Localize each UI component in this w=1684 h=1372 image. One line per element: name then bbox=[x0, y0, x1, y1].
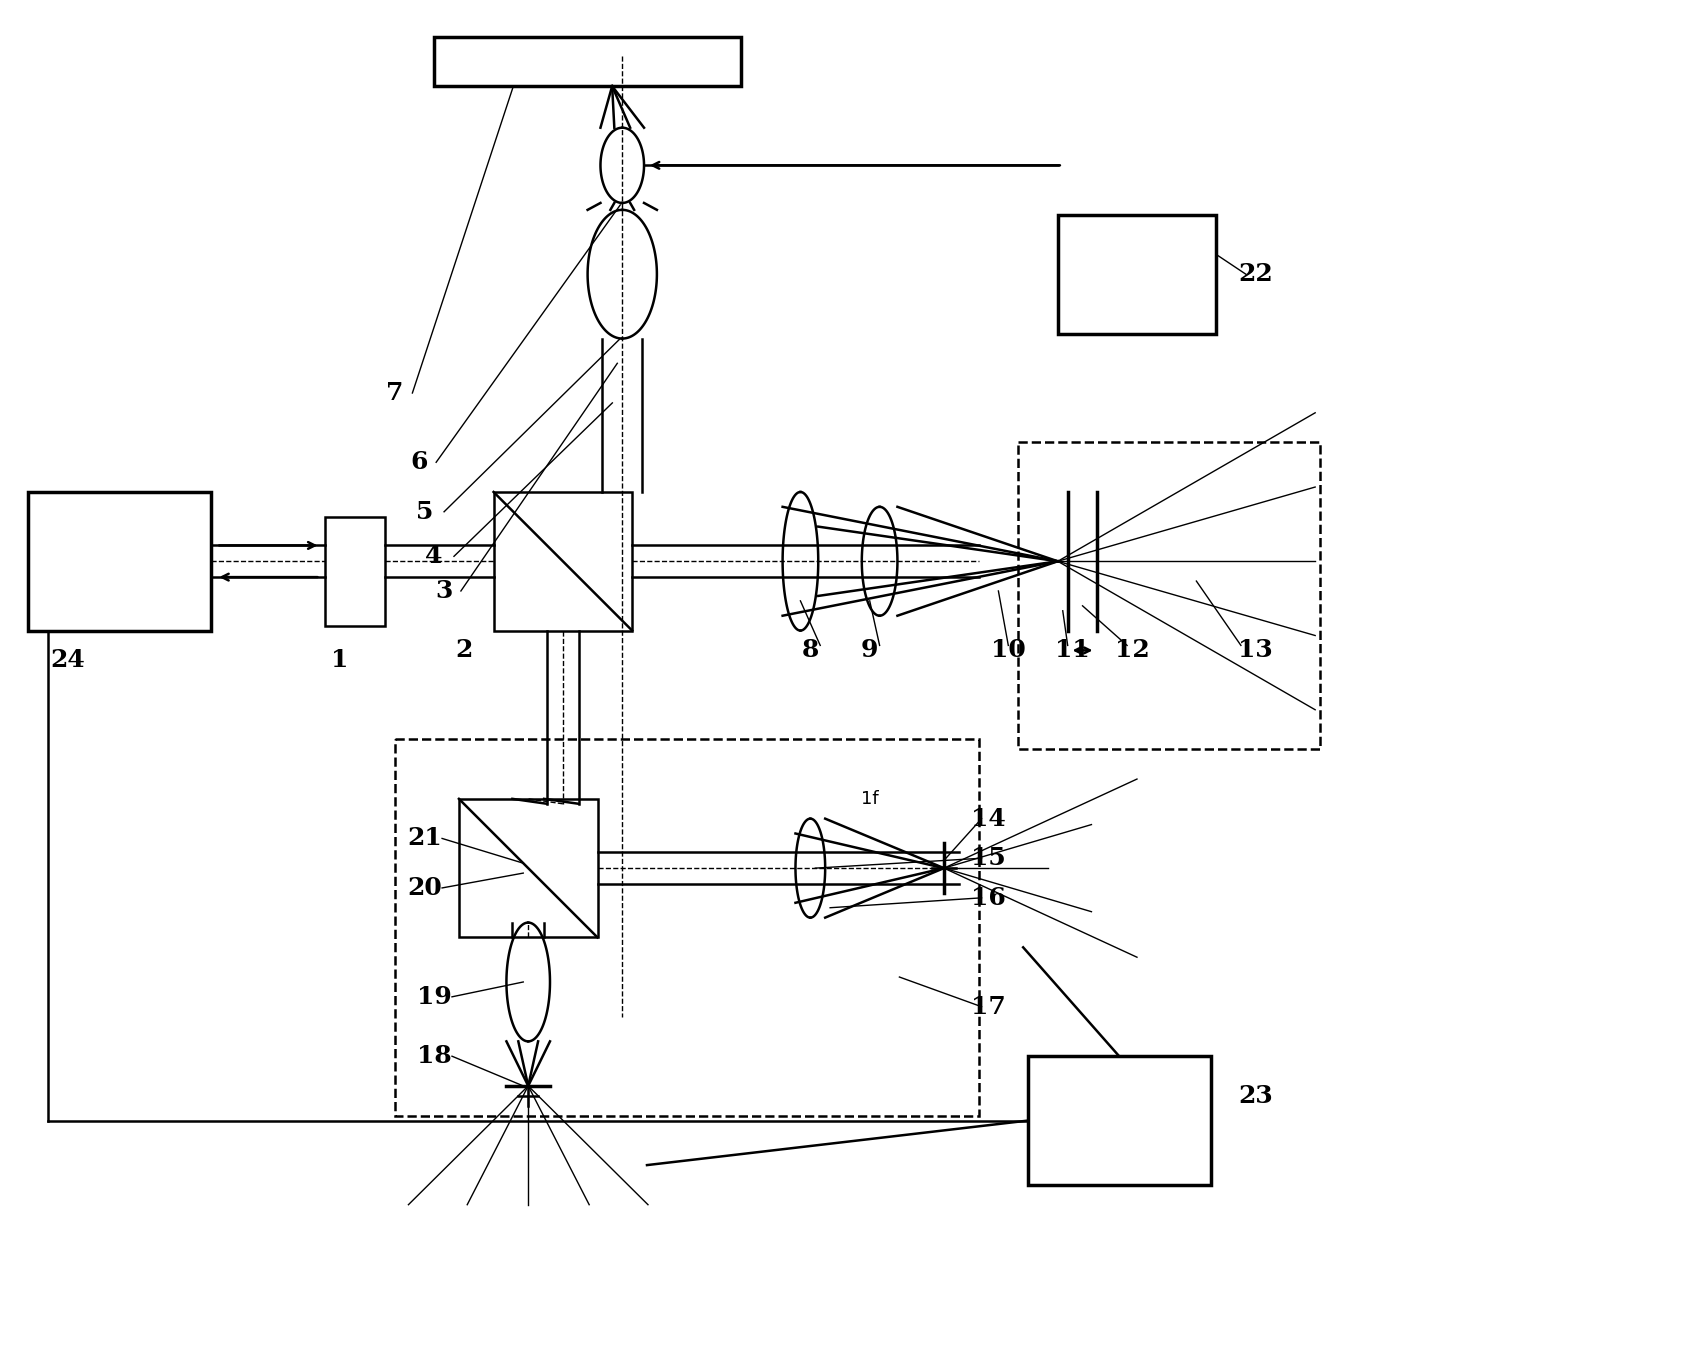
Text: 1f: 1f bbox=[861, 790, 879, 808]
Bar bbox=[394, 740, 978, 1115]
Text: 12: 12 bbox=[1115, 638, 1150, 663]
Text: 16: 16 bbox=[972, 886, 1005, 910]
Text: 15: 15 bbox=[972, 847, 1005, 870]
Text: 23: 23 bbox=[1238, 1084, 1273, 1107]
Bar bbox=[434, 37, 741, 86]
Text: 5: 5 bbox=[416, 499, 433, 524]
Bar bbox=[460, 799, 598, 937]
Text: 6: 6 bbox=[411, 450, 428, 475]
Text: 17: 17 bbox=[972, 995, 1005, 1019]
Text: 24: 24 bbox=[51, 648, 86, 672]
Bar bbox=[1058, 215, 1216, 333]
Text: 9: 9 bbox=[861, 638, 879, 663]
Text: 21: 21 bbox=[408, 826, 441, 851]
Bar bbox=[1029, 1056, 1211, 1185]
Text: 13: 13 bbox=[1238, 638, 1273, 663]
Text: 3: 3 bbox=[436, 579, 453, 602]
Text: 22: 22 bbox=[1238, 262, 1273, 287]
Text: 8: 8 bbox=[802, 638, 818, 663]
Text: 10: 10 bbox=[990, 638, 1026, 663]
Bar bbox=[493, 493, 632, 631]
Text: 14: 14 bbox=[972, 807, 1005, 830]
Text: 19: 19 bbox=[416, 985, 451, 1008]
Text: 4: 4 bbox=[426, 545, 443, 568]
Text: 7: 7 bbox=[386, 381, 402, 405]
Text: 20: 20 bbox=[408, 875, 441, 900]
Text: 18: 18 bbox=[418, 1044, 451, 1069]
Bar bbox=[325, 517, 384, 626]
Text: 2: 2 bbox=[455, 638, 473, 663]
Text: 1: 1 bbox=[332, 648, 349, 672]
Text: 11: 11 bbox=[1056, 638, 1090, 663]
Bar bbox=[1019, 443, 1320, 749]
Bar bbox=[29, 493, 212, 631]
